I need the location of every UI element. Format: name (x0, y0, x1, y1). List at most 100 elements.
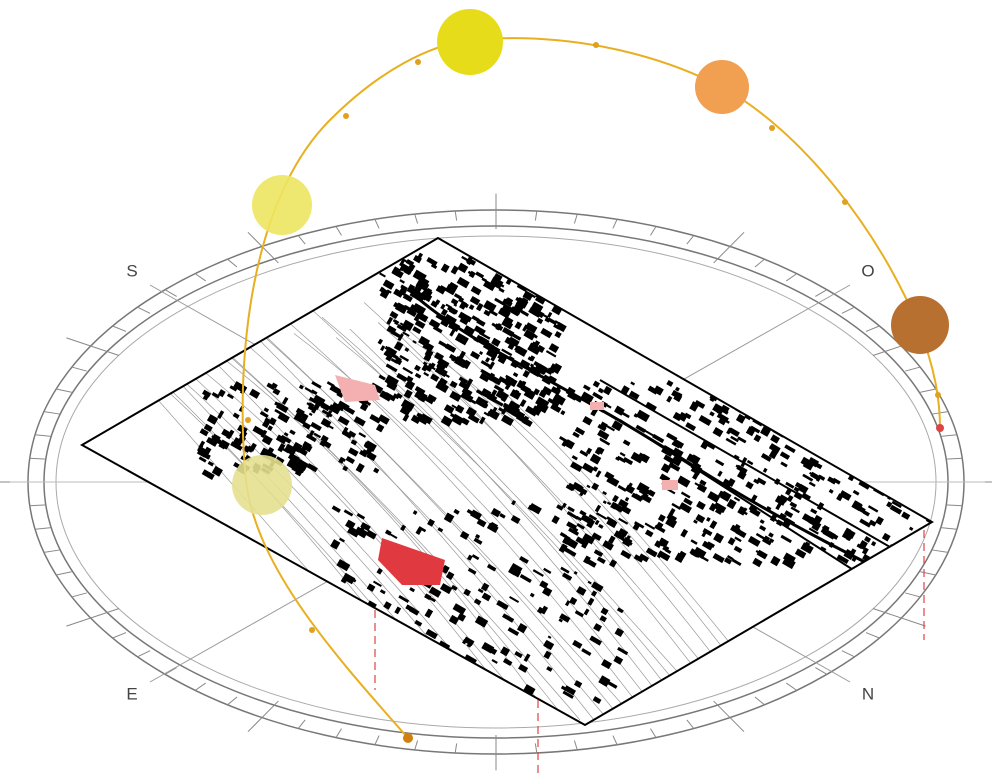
ring-tick (865, 325, 880, 332)
ring-tick (194, 273, 206, 282)
building (485, 255, 498, 267)
building (863, 418, 876, 431)
building (537, 606, 544, 614)
building (813, 514, 823, 525)
building (718, 416, 727, 426)
building (700, 439, 710, 450)
building (508, 355, 515, 362)
building (538, 401, 546, 409)
building (881, 552, 891, 561)
building (399, 263, 414, 275)
building (504, 266, 517, 276)
building (407, 696, 419, 705)
building (666, 395, 673, 403)
building (498, 257, 511, 270)
building (338, 537, 345, 543)
building (567, 482, 576, 492)
building (844, 527, 852, 535)
building (232, 412, 240, 419)
building (603, 385, 613, 396)
building (368, 681, 378, 690)
ring-tick (815, 667, 828, 675)
building (845, 442, 856, 451)
ring-tick (414, 213, 419, 224)
building (440, 415, 453, 427)
building (509, 266, 522, 278)
building (217, 389, 226, 398)
building (726, 555, 734, 561)
building (523, 329, 536, 341)
building (394, 606, 402, 615)
building (448, 614, 460, 625)
building (434, 365, 448, 378)
building (717, 470, 723, 477)
building (341, 426, 349, 435)
building (607, 535, 616, 545)
building (852, 489, 860, 496)
building (233, 437, 243, 447)
building (289, 429, 296, 436)
building (734, 389, 744, 400)
building (595, 470, 602, 478)
building (492, 346, 500, 352)
ring-tick (43, 549, 60, 553)
ring-tick (573, 213, 578, 224)
building (597, 424, 607, 432)
ring-tick (920, 388, 936, 393)
building (417, 252, 424, 259)
ring-tick (945, 504, 963, 507)
building (891, 500, 902, 509)
building (415, 279, 430, 292)
building (893, 557, 903, 567)
building (712, 382, 721, 391)
building (400, 524, 407, 532)
building (372, 580, 382, 587)
building (735, 386, 745, 395)
ring-tick (905, 592, 921, 598)
building (701, 540, 714, 551)
building (580, 391, 594, 403)
building (554, 331, 562, 339)
building (352, 688, 363, 698)
building (613, 530, 626, 541)
building (560, 410, 566, 416)
building (553, 269, 564, 279)
building (713, 502, 727, 514)
building (556, 284, 567, 294)
building (622, 536, 633, 547)
building (580, 513, 594, 525)
building (201, 469, 215, 480)
building (909, 451, 919, 459)
building (491, 337, 501, 347)
building (573, 680, 583, 689)
building (476, 318, 486, 327)
ring-tick (374, 219, 380, 229)
building (602, 500, 607, 505)
contour-line (181, 327, 553, 721)
ring-tick (454, 743, 458, 754)
building (477, 685, 489, 696)
building (481, 592, 492, 602)
building (606, 501, 612, 506)
building (483, 309, 491, 317)
building (886, 388, 896, 396)
building (633, 554, 644, 563)
building (594, 504, 602, 513)
building (559, 436, 569, 443)
building (678, 502, 692, 514)
building (396, 323, 408, 333)
ring-tick (754, 258, 765, 268)
building (640, 495, 649, 502)
ring-tick (335, 226, 342, 236)
building (522, 290, 534, 301)
building (400, 284, 408, 291)
building (437, 527, 444, 533)
building (577, 484, 584, 490)
building (773, 416, 785, 426)
building (449, 380, 458, 389)
building (508, 566, 518, 576)
ring-tick (56, 571, 72, 576)
building (463, 588, 471, 597)
building (755, 532, 766, 540)
building (561, 572, 573, 581)
